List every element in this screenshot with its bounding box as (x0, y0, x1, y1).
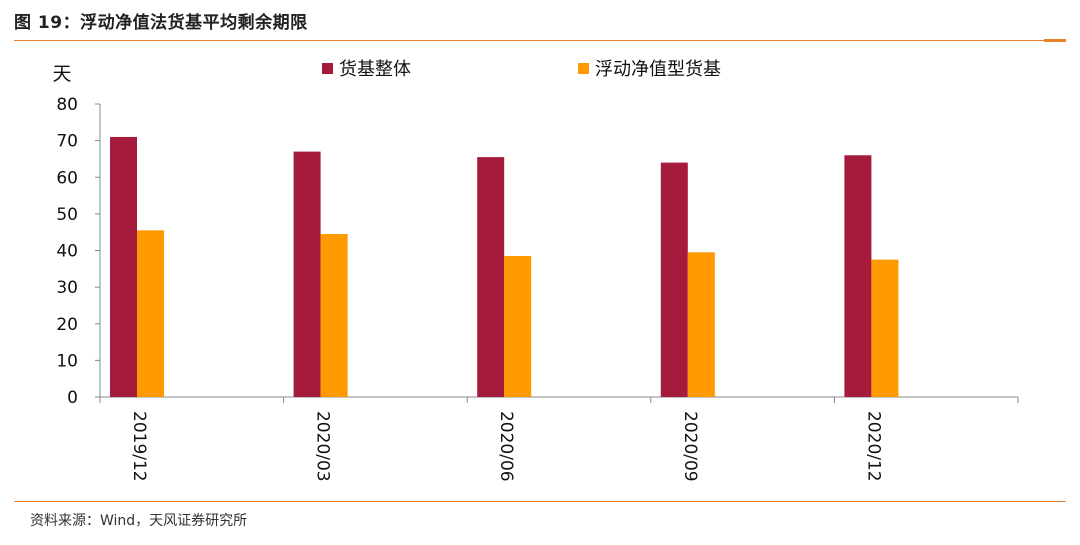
legend-label: 货基整体 (339, 59, 411, 80)
y-tick-label: 0 (67, 388, 78, 408)
y-tick-label: 40 (56, 242, 78, 262)
x-tick-label: 2020/09 (680, 411, 700, 482)
bars-group (110, 136, 899, 397)
legend-swatch (322, 63, 333, 74)
figure-title: 图 19：浮动净值法货基平均剩余期限 (14, 13, 308, 33)
bar-overall-2020-06 (477, 157, 505, 397)
y-axis-unit-label: 天 (52, 63, 71, 85)
bar-floating-nav-2020-03 (320, 234, 348, 397)
footer-divider (14, 501, 1066, 502)
y-tick-label: 50 (56, 205, 78, 225)
x-tick-label: 2019/12 (129, 411, 149, 482)
y-tick-label: 10 (56, 351, 78, 371)
y-tick-label: 30 (56, 278, 78, 298)
y-tick-label: 20 (56, 315, 78, 335)
x-axis: 2019/12 2020/03 2020/06 2020/09 2020/12 (99, 396, 1019, 482)
x-tick-label: 2020/03 (313, 411, 333, 482)
chart-legend: 货基整体 浮动净值型货基 (322, 59, 721, 80)
y-tick-label: 70 (56, 132, 78, 152)
x-tick-label: 2020/06 (496, 411, 516, 482)
title-divider (14, 39, 1066, 42)
legend-label: 浮动净值型货基 (595, 59, 721, 80)
y-tick-label: 80 (56, 95, 78, 115)
bar-overall-2019-12 (110, 136, 137, 397)
bar-overall-2020-03 (293, 151, 321, 397)
legend-swatch (578, 63, 589, 74)
y-axis: 0 10 20 30 40 50 60 70 80 (56, 95, 101, 408)
y-tick-label: 60 (56, 168, 78, 188)
bar-floating-nav-2020-12 (871, 259, 899, 397)
bar-floating-nav-2020-09 (687, 252, 715, 397)
x-tick-label: 2020/12 (863, 411, 883, 482)
bar-floating-nav-2019-12 (137, 230, 164, 397)
bar-overall-2020-12 (844, 155, 872, 397)
bar-floating-nav-2020-06 (504, 255, 532, 397)
bar-overall-2020-09 (660, 162, 688, 397)
source-note: 资料来源：Wind，天风证券研究所 (30, 513, 248, 529)
